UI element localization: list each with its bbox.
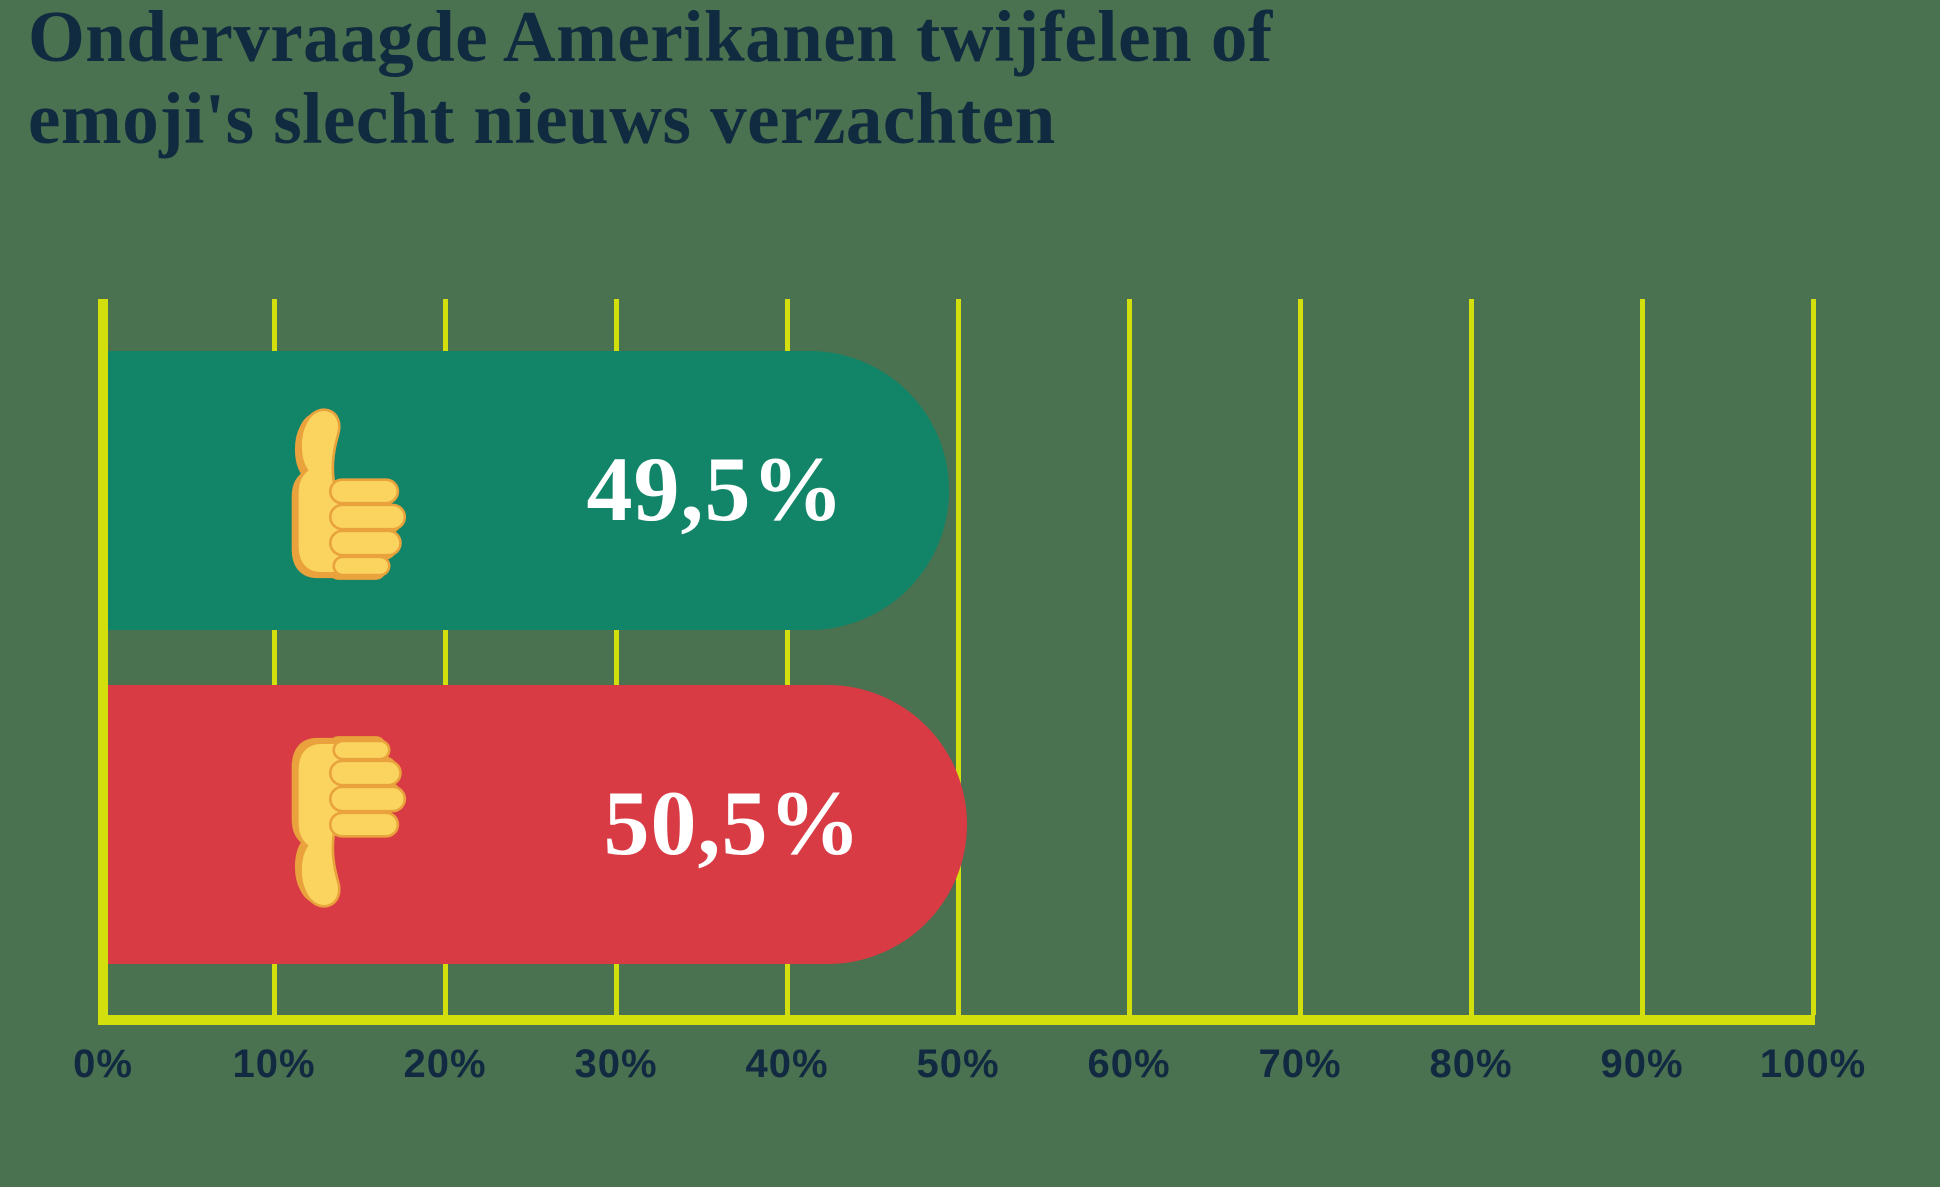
tick-label-40%: 40% [745, 1042, 829, 1086]
tick-label-60%: 60% [1087, 1042, 1171, 1086]
x-axis-line [98, 1015, 1815, 1025]
x-axis-tick-labels: 0% 10% 20% 30% 40% 50% 60% 70% 80% 90% 100% [73, 1042, 1865, 1102]
gridline-60% [1126, 299, 1132, 1015]
gridline-100% [1810, 299, 1816, 1015]
gridline-70% [1297, 299, 1303, 1015]
gridline-10% [271, 299, 277, 1015]
tick-label-30%: 30% [574, 1042, 658, 1086]
tick-label-0%: 0% [73, 1042, 133, 1086]
gridline-30% [613, 299, 619, 1015]
thumbs-up-icon [280, 395, 410, 587]
tick-label-50%: 50% [916, 1042, 1000, 1086]
y-axis-line [98, 299, 108, 1025]
tick-label-10%: 10% [232, 1042, 316, 1086]
gridline-20% [442, 299, 448, 1015]
plot-area: 49,5% [98, 299, 1816, 1025]
bar-thumbs-up: 49,5% [108, 351, 950, 630]
tick-label-100%: 100% [1759, 1042, 1867, 1086]
gridline-90% [1639, 299, 1645, 1015]
tick-label-80%: 80% [1429, 1042, 1513, 1086]
tick-label-90%: 90% [1600, 1042, 1684, 1086]
thumbs-down-icon [280, 729, 410, 921]
chart-title: Ondervraagde Amerikanen twijfelen of emo… [28, 0, 1273, 160]
bar-value-label: 49,5% [586, 437, 845, 540]
bar-thumbs-down: 50,5% [108, 685, 967, 964]
gridline-40% [784, 299, 790, 1015]
tick-label-70%: 70% [1258, 1042, 1342, 1086]
bar-value-label: 50,5% [603, 771, 862, 874]
gridline-50% [955, 299, 961, 1015]
gridline-80% [1468, 299, 1474, 1015]
tick-label-20%: 20% [403, 1042, 487, 1086]
